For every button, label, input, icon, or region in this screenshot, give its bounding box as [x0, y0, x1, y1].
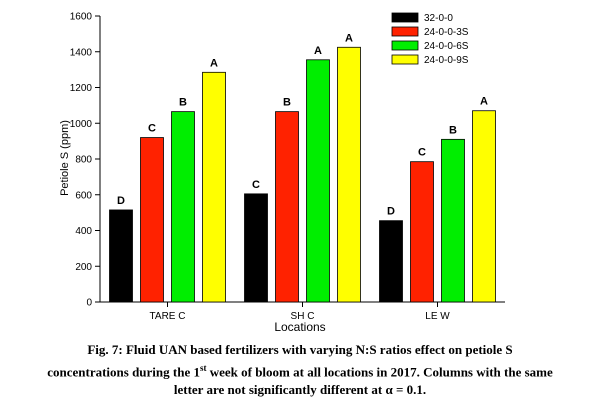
- legend-swatch: [391, 12, 419, 23]
- y-tick-label: 200: [75, 262, 92, 273]
- y-tick-label: 600: [75, 190, 92, 201]
- significance-letter: A: [480, 96, 488, 108]
- bar: [379, 220, 403, 303]
- x-axis-label: Locations: [274, 320, 325, 334]
- significance-letter: B: [449, 124, 457, 136]
- legend-swatch: [391, 26, 419, 37]
- y-tick-label: 400: [75, 226, 92, 237]
- bar: [410, 161, 434, 303]
- caption-line-2-end: week of bloom at all locations in 2017. …: [206, 364, 553, 380]
- y-tick-label: 1400: [70, 47, 93, 58]
- legend-label: 24-0-0-6S: [424, 41, 469, 52]
- chart-legend: 32-0-0 24-0-0-3S 24-0-0-6S 24-0-0-9S: [391, 12, 469, 66]
- bar: [441, 138, 465, 303]
- significance-letter: C: [148, 123, 156, 135]
- caption-line-1: Fig. 7: Fluid UAN based fertilizers with…: [87, 342, 513, 357]
- x-tick-label: SH C: [291, 311, 315, 322]
- caption-line-2-superscript: st: [199, 363, 207, 373]
- bar: [202, 71, 226, 303]
- significance-letter: C: [252, 179, 260, 191]
- chart-axes: 0 200 400 600 800 1000 1200 1400 1600 TARE C SH C L…: [70, 12, 505, 322]
- legend-label: 32-0-0: [424, 13, 453, 24]
- significance-letter: A: [314, 45, 322, 57]
- legend-swatch: [391, 40, 419, 51]
- x-tick-label: LE W: [425, 311, 450, 322]
- bar: [275, 111, 299, 303]
- bar: [337, 46, 361, 303]
- bar: [306, 59, 330, 303]
- y-tick-label: 0: [86, 298, 92, 309]
- figure-caption: Fig. 7: Fluid UAN based fertilizers with…: [0, 341, 600, 399]
- y-tick-label: 1200: [70, 83, 93, 94]
- bar: [472, 110, 496, 303]
- caption-line-2-start: concentrations during the 1: [47, 364, 200, 380]
- y-tick-label: 1600: [70, 12, 93, 23]
- significance-letter: C: [418, 147, 426, 159]
- y-tick-label: 1000: [70, 119, 93, 130]
- caption-line-2: concentrations during the 1st week of bl…: [0, 359, 600, 381]
- significance-letter: D: [387, 206, 395, 218]
- significance-letters: D C B A C B A A D C B A: [117, 32, 488, 217]
- significance-letter: B: [179, 97, 187, 109]
- significance-letter: A: [210, 57, 218, 69]
- legend-label: 24-0-0-9S: [424, 55, 469, 66]
- bar: [140, 137, 164, 303]
- bar: [244, 193, 268, 303]
- bar: [171, 111, 195, 303]
- significance-letter: A: [345, 32, 353, 44]
- x-tick-label: TARE C: [150, 311, 186, 322]
- chart-bars: [109, 46, 496, 303]
- y-axis-label: Petiole S (ppm): [59, 120, 71, 196]
- y-tick-label: 800: [75, 155, 92, 166]
- legend-label: 24-0-0-3S: [424, 27, 469, 38]
- significance-letter: D: [117, 195, 125, 207]
- bar: [109, 209, 133, 303]
- caption-line-3: letter are not significantly different a…: [173, 382, 427, 398]
- legend-swatch: [391, 54, 419, 65]
- significance-letter: B: [283, 97, 291, 109]
